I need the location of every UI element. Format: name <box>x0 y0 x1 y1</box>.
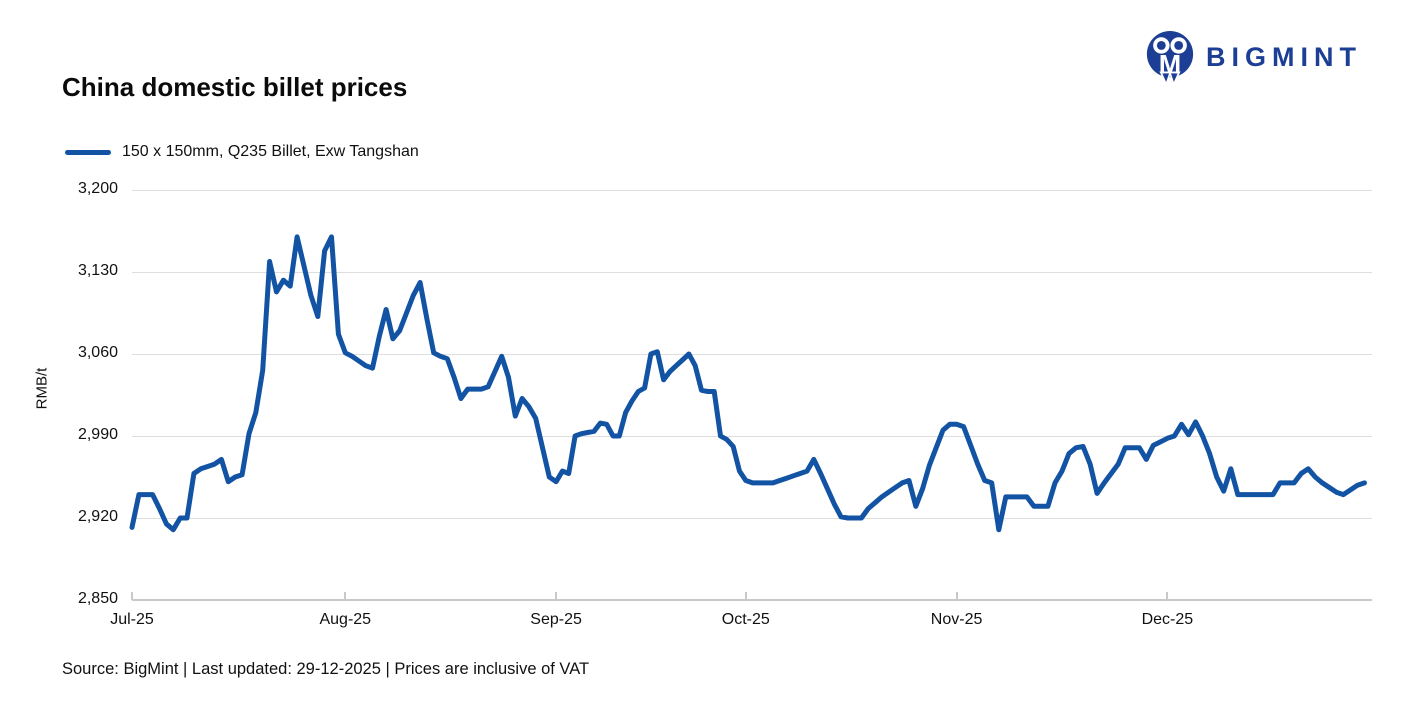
x-tick-mark <box>344 592 347 600</box>
x-tick-label: Nov-25 <box>930 611 983 628</box>
gridline <box>132 353 1372 355</box>
y-tick-label: 3,200 <box>77 180 118 197</box>
y-tick-label: 3,060 <box>77 344 118 361</box>
gridline <box>132 517 1372 519</box>
gridline <box>132 189 1372 191</box>
x-axis-line <box>132 599 1372 601</box>
x-tick-label: Jul-25 <box>110 611 154 628</box>
y-tick-label: 3,130 <box>77 262 118 279</box>
y-tick-label: 2,990 <box>77 426 118 443</box>
chart-title: China domestic billet prices <box>62 72 408 102</box>
legend-line-swatch <box>65 149 111 155</box>
x-tick-mark <box>131 592 133 600</box>
x-tick-label: Sep-25 <box>530 611 582 628</box>
legend-series-label: 150 x 150mm, Q235 Billet, Exw Tangshan <box>122 143 419 160</box>
chart-legend: 150 x 150mm, Q235 Billet, Exw Tangshan <box>65 143 419 161</box>
x-tick-label: Aug-25 <box>319 611 372 628</box>
svg-text:M: M <box>1159 49 1181 79</box>
x-tick-mark <box>555 592 558 600</box>
x-tick-label: Dec-25 <box>1141 611 1194 628</box>
bigmint-logo: M BIGMINT <box>1144 28 1362 86</box>
x-tick-label: Oct-25 <box>721 611 770 628</box>
price-line-series <box>129 234 1367 533</box>
gridline <box>132 271 1372 273</box>
x-tick-mark <box>744 592 747 600</box>
x-tick-mark <box>1166 592 1169 600</box>
bigmint-logo-icon: M <box>1146 31 1194 85</box>
y-tick-label: 2,920 <box>77 508 118 525</box>
x-tick-mark <box>955 592 958 600</box>
y-axis-title: RMB/t <box>33 367 51 410</box>
bigmint-logo-text: BIGMINT <box>1206 41 1362 72</box>
y-tick-label: 2,850 <box>77 590 118 607</box>
source-note: Source: BigMint | Last updated: 29-12-20… <box>62 660 590 678</box>
gridline <box>132 435 1372 437</box>
